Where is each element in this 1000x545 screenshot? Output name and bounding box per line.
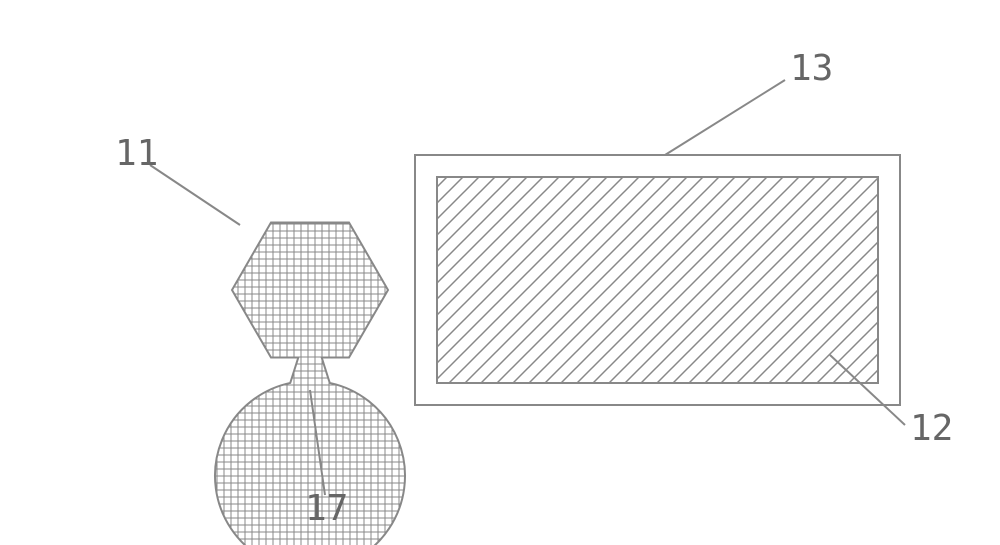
leader-l11 <box>150 165 240 225</box>
label-l12: 12 <box>910 408 953 449</box>
leader-l13 <box>665 80 785 155</box>
label-l13: 13 <box>790 48 833 89</box>
label-l11: 11 <box>115 133 158 174</box>
inner-rect-hatched <box>437 177 878 383</box>
label-l17: 17 <box>305 488 348 529</box>
